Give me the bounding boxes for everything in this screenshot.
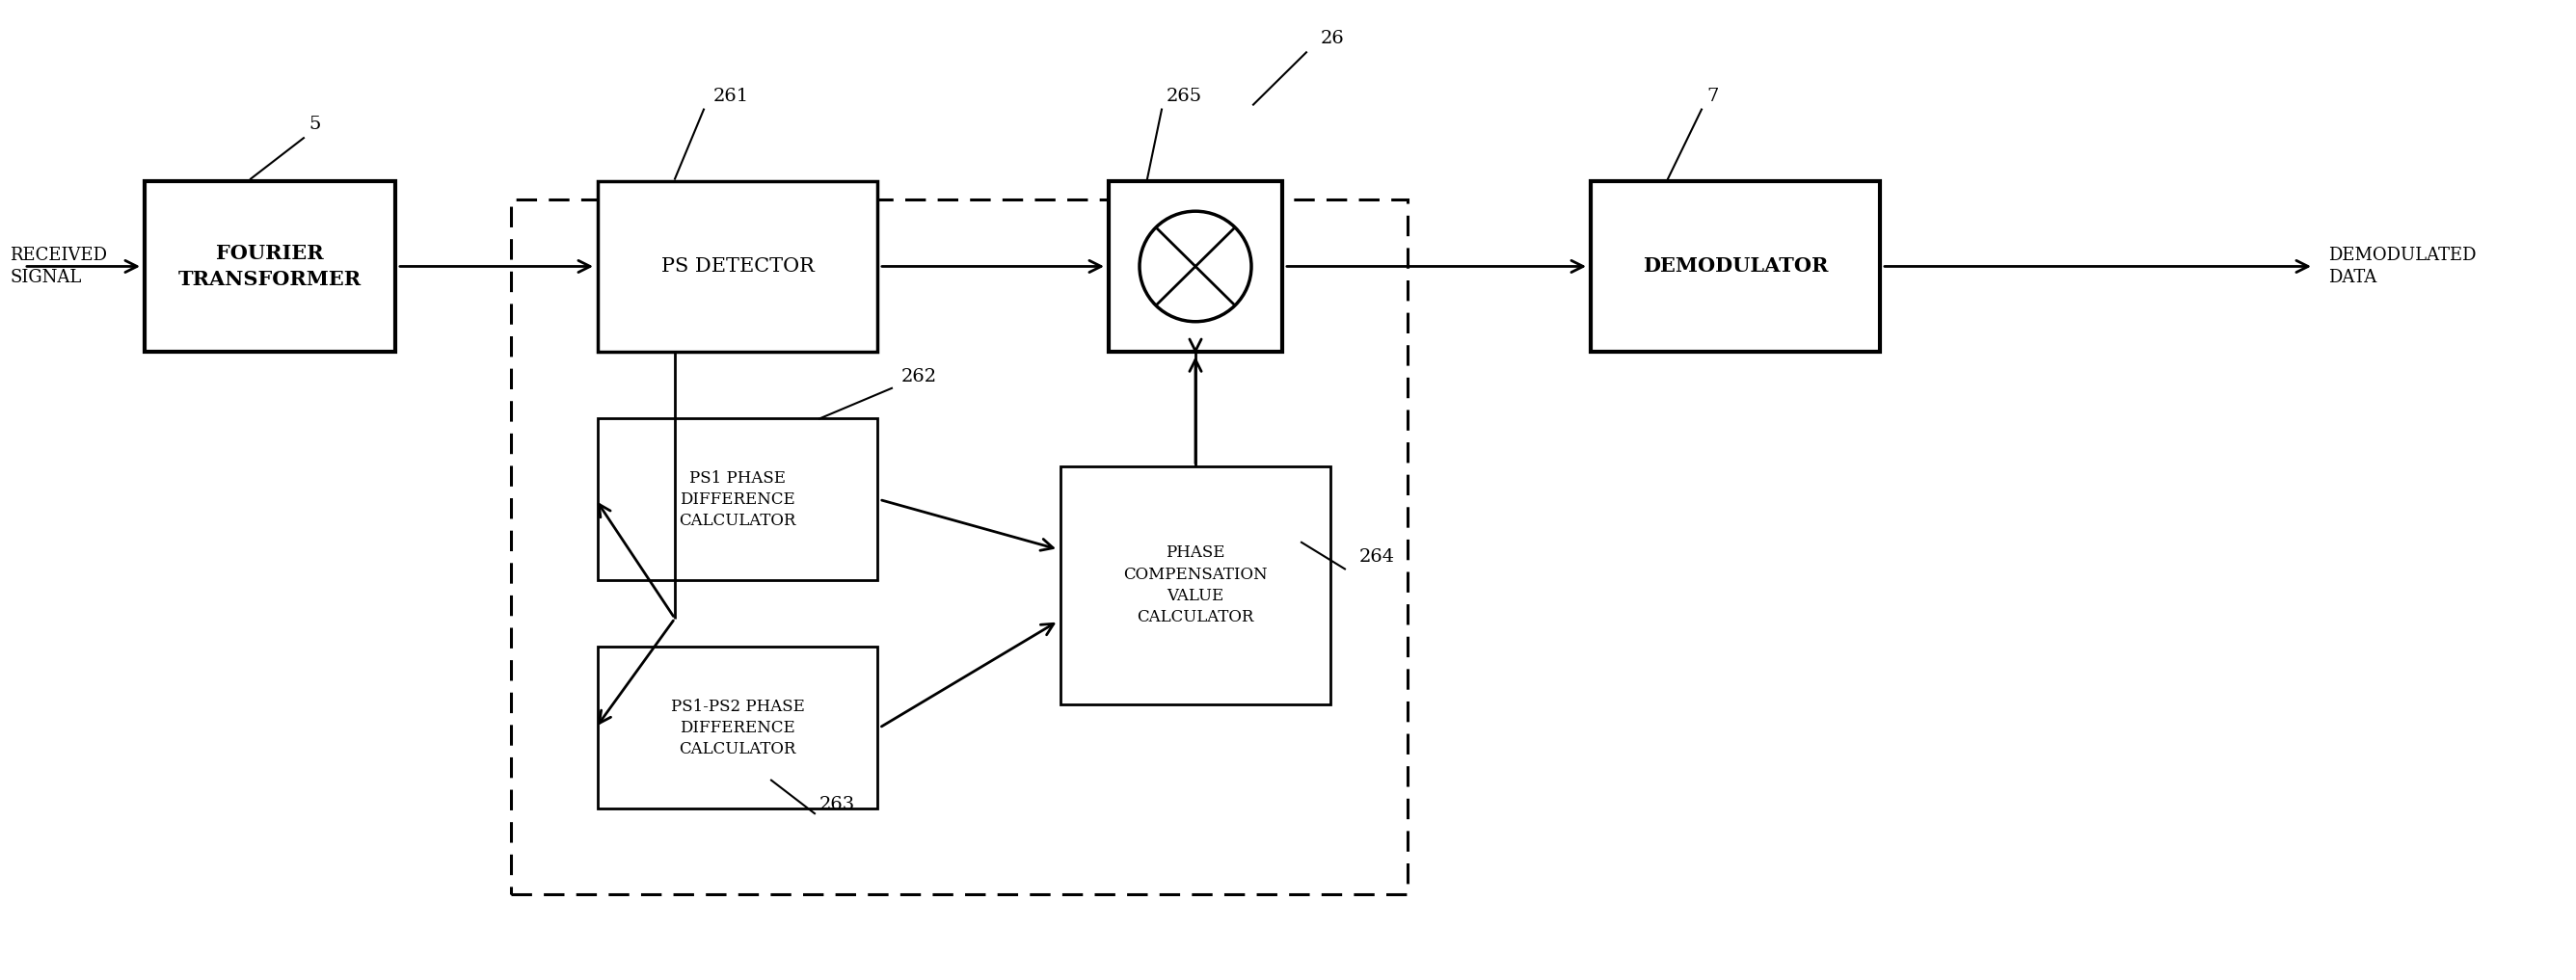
Text: 265: 265 (1167, 87, 1203, 105)
Text: DEMODULATED
DATA: DEMODULATED DATA (2329, 246, 2476, 286)
Text: RECEIVED
SIGNAL: RECEIVED SIGNAL (10, 246, 108, 286)
Bar (1108, 180, 1283, 352)
Text: 264: 264 (1360, 549, 1396, 566)
Text: DEMODULATOR: DEMODULATOR (1643, 257, 1829, 276)
Text: 7: 7 (1705, 87, 1718, 105)
Text: FOURIER
TRANSFORMER: FOURIER TRANSFORMER (178, 244, 361, 289)
Bar (598, 647, 878, 808)
Text: PS DETECTOR: PS DETECTOR (662, 258, 814, 275)
Bar (598, 418, 878, 580)
Text: 263: 263 (819, 796, 855, 813)
Bar (598, 180, 878, 352)
Bar (1061, 466, 1329, 704)
Text: PS1-PS2 PHASE
DIFFERENCE
CALCULATOR: PS1-PS2 PHASE DIFFERENCE CALCULATOR (670, 699, 804, 758)
Bar (1592, 180, 1880, 352)
Text: 5: 5 (309, 116, 319, 133)
Text: 261: 261 (714, 87, 750, 105)
Text: 262: 262 (902, 368, 938, 385)
Bar (144, 180, 394, 352)
Text: PS1 PHASE
DIFFERENCE
CALCULATOR: PS1 PHASE DIFFERENCE CALCULATOR (680, 470, 796, 529)
Text: PHASE
COMPENSATION
VALUE
CALCULATOR: PHASE COMPENSATION VALUE CALCULATOR (1123, 545, 1267, 625)
Text: 26: 26 (1321, 30, 1345, 48)
Bar (510, 200, 1406, 895)
